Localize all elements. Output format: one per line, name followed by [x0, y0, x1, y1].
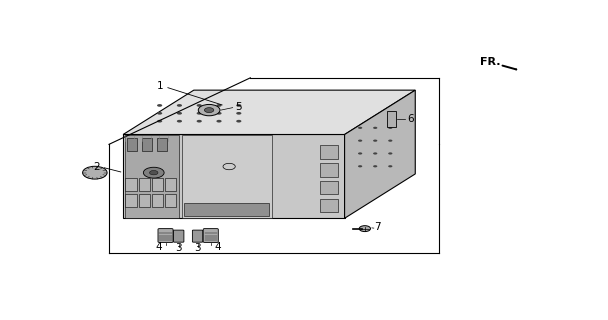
- FancyBboxPatch shape: [158, 228, 173, 243]
- Circle shape: [373, 165, 378, 167]
- FancyArrowPatch shape: [502, 66, 516, 69]
- Circle shape: [143, 167, 164, 178]
- Circle shape: [150, 171, 158, 175]
- Circle shape: [157, 120, 162, 123]
- Circle shape: [373, 127, 378, 129]
- Bar: [127, 138, 137, 151]
- Bar: [320, 198, 338, 212]
- Bar: [157, 138, 167, 151]
- Circle shape: [388, 127, 392, 129]
- Circle shape: [358, 140, 362, 142]
- Circle shape: [373, 140, 378, 142]
- Circle shape: [216, 112, 221, 115]
- Bar: [139, 194, 150, 207]
- Bar: [387, 111, 396, 127]
- Polygon shape: [123, 134, 345, 218]
- Circle shape: [373, 152, 378, 155]
- Text: 3: 3: [195, 243, 201, 253]
- Circle shape: [196, 112, 202, 115]
- Text: 6: 6: [407, 114, 414, 124]
- Circle shape: [388, 165, 392, 167]
- Circle shape: [157, 104, 162, 107]
- Circle shape: [359, 226, 370, 232]
- Text: 1: 1: [157, 82, 163, 92]
- FancyBboxPatch shape: [173, 230, 184, 242]
- Circle shape: [177, 104, 182, 107]
- Text: 7: 7: [375, 222, 381, 232]
- Circle shape: [236, 112, 241, 115]
- Bar: [152, 178, 163, 191]
- Bar: [125, 194, 137, 207]
- FancyBboxPatch shape: [192, 230, 202, 242]
- Circle shape: [388, 140, 392, 142]
- Bar: [184, 203, 269, 216]
- Circle shape: [216, 104, 221, 107]
- Bar: [142, 138, 153, 151]
- Circle shape: [196, 120, 202, 123]
- Text: 4: 4: [214, 242, 221, 252]
- Text: 3: 3: [176, 243, 182, 253]
- Bar: [182, 135, 272, 218]
- Bar: [320, 163, 338, 177]
- Text: 5: 5: [235, 102, 242, 112]
- Bar: [320, 181, 338, 194]
- FancyBboxPatch shape: [203, 228, 218, 243]
- Bar: [320, 145, 338, 159]
- Text: 2: 2: [93, 162, 100, 172]
- Circle shape: [216, 120, 221, 123]
- Circle shape: [358, 152, 362, 155]
- Circle shape: [177, 120, 182, 123]
- Text: 4: 4: [155, 242, 162, 252]
- Circle shape: [236, 120, 241, 123]
- Text: FR.: FR.: [480, 57, 500, 67]
- Bar: [152, 194, 163, 207]
- Bar: [165, 178, 176, 191]
- Circle shape: [204, 108, 214, 113]
- Circle shape: [198, 104, 220, 116]
- Circle shape: [177, 112, 182, 115]
- Circle shape: [358, 127, 362, 129]
- Circle shape: [358, 165, 362, 167]
- Bar: [165, 194, 176, 207]
- Polygon shape: [123, 90, 415, 134]
- Polygon shape: [345, 90, 415, 218]
- Circle shape: [196, 104, 202, 107]
- Circle shape: [83, 166, 107, 179]
- Bar: [125, 135, 179, 218]
- Circle shape: [388, 152, 392, 155]
- Bar: [125, 178, 137, 191]
- Circle shape: [157, 112, 162, 115]
- Bar: [139, 178, 150, 191]
- Circle shape: [236, 104, 241, 107]
